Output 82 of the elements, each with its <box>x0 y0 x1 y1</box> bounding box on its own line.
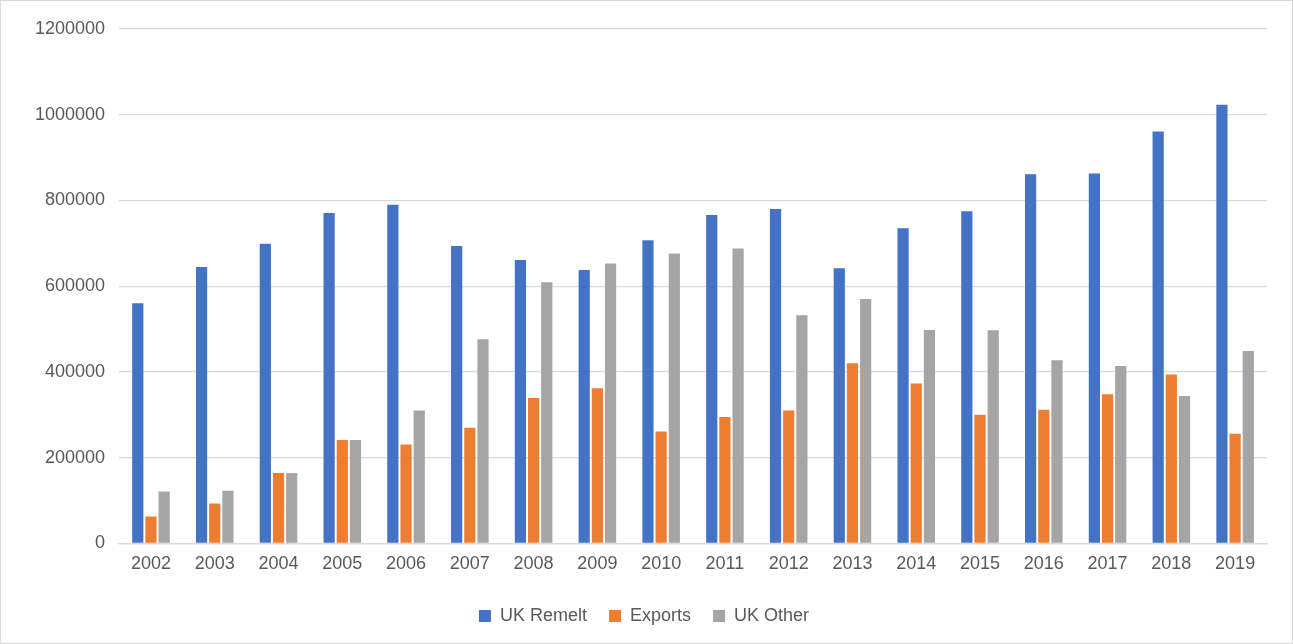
bar <box>987 330 999 543</box>
bar <box>846 363 859 543</box>
bar <box>1025 174 1037 543</box>
bar <box>387 204 399 543</box>
legend-label: UK Other <box>734 604 810 625</box>
x-tick-label: 2009 <box>577 553 618 574</box>
bar <box>1178 395 1191 543</box>
bar <box>1038 409 1050 543</box>
legend-label: UK Remelt <box>499 604 587 625</box>
bar <box>514 260 527 543</box>
bar <box>769 209 782 543</box>
bar <box>910 383 922 543</box>
bar <box>1165 374 1177 543</box>
bar <box>655 431 667 543</box>
x-tick-label: 2012 <box>768 553 809 574</box>
bar <box>604 263 617 543</box>
y-tick-label: 400000 <box>45 360 106 381</box>
bar <box>195 266 208 543</box>
y-tick-label: 200000 <box>45 446 106 467</box>
x-tick-label: 2007 <box>449 553 490 574</box>
bar <box>286 473 298 543</box>
bar <box>336 440 348 543</box>
bar <box>719 416 731 543</box>
y-tick-label: 800000 <box>45 189 106 210</box>
x-tick-label: 2003 <box>194 553 235 574</box>
bar <box>578 269 590 543</box>
x-tick-label: 2019 <box>1215 553 1256 574</box>
bar <box>132 303 144 543</box>
y-tick-label: 0 <box>95 532 106 553</box>
bar <box>272 473 285 543</box>
y-tick-label: 600000 <box>45 275 106 296</box>
bar <box>923 329 936 543</box>
bar <box>897 228 909 543</box>
x-tick-label: 2008 <box>513 553 554 574</box>
x-tick-label: 2016 <box>1023 553 1064 574</box>
bar <box>1216 104 1228 543</box>
x-tick-label: 2018 <box>1151 553 1192 574</box>
bar <box>732 248 744 543</box>
bar <box>259 243 271 543</box>
x-tick-label: 2015 <box>960 553 1001 574</box>
bar <box>668 253 680 543</box>
bar <box>349 440 362 543</box>
x-tick-label: 2013 <box>832 553 873 574</box>
bar <box>323 212 335 543</box>
bar <box>451 245 463 543</box>
bar <box>541 282 553 543</box>
x-tick-label: 2002 <box>130 553 171 574</box>
bar <box>1101 394 1114 543</box>
bar <box>796 315 808 543</box>
bar <box>642 240 654 543</box>
bar <box>158 491 170 543</box>
bar <box>1242 350 1254 543</box>
bar <box>783 410 795 543</box>
x-tick-label: 2006 <box>386 553 427 574</box>
x-tick-label: 2017 <box>1087 553 1128 574</box>
bar <box>222 490 234 543</box>
bar <box>1088 173 1100 543</box>
bar <box>145 516 157 543</box>
bar <box>464 427 476 543</box>
bar <box>477 339 489 543</box>
bar <box>974 414 986 543</box>
bar <box>1152 131 1164 543</box>
bar <box>961 211 973 543</box>
y-tick-label: 1200000 <box>35 17 106 38</box>
y-tick-label: 1000000 <box>35 103 106 124</box>
bar <box>1051 360 1063 543</box>
bar <box>706 215 718 543</box>
bar <box>528 398 540 543</box>
bar <box>591 388 603 543</box>
bar <box>413 410 425 543</box>
bar <box>1229 433 1241 543</box>
bar <box>1115 365 1127 543</box>
x-tick-label: 2004 <box>258 553 299 574</box>
bar <box>400 444 412 543</box>
x-tick-label: 2011 <box>705 553 745 574</box>
bar <box>833 268 845 543</box>
x-tick-label: 2010 <box>641 553 682 574</box>
x-tick-label: 2014 <box>896 553 937 574</box>
bar <box>209 503 221 543</box>
legend-label: Exports <box>629 604 692 625</box>
bar <box>860 299 872 543</box>
x-tick-label: 2005 <box>322 553 363 574</box>
